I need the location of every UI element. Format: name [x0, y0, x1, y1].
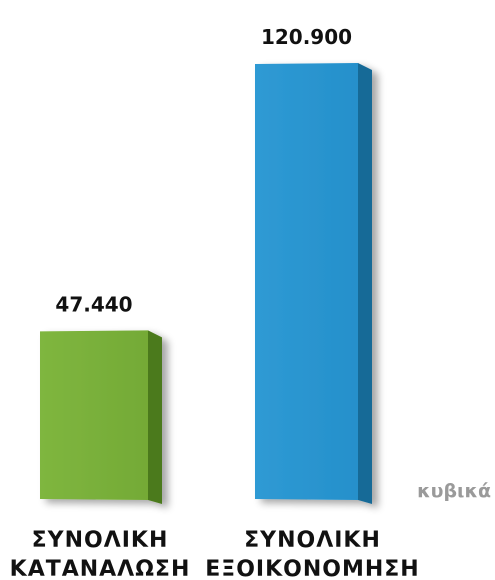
bar-side-face — [148, 330, 162, 504]
category-label-line: ΚΑΤΑΝΑΛΩΣΗ — [10, 557, 191, 580]
value-label-2: 120.900 — [261, 25, 352, 49]
bar-2 — [255, 63, 372, 504]
category-label-2: ΣΥΝΟΛΙΚΗ ΕΞΟΙΚΟΝΟΜΗΣΗ — [205, 528, 419, 580]
bar-front-face — [255, 63, 358, 500]
category-label-line: ΣΥΝΟΛΙΚΗ — [244, 528, 381, 553]
bar-side-face — [358, 63, 372, 504]
category-label-1: ΣΥΝΟΛΙΚΗ ΚΑΤΑΝΑΛΩΣΗ — [10, 528, 191, 580]
category-label-line: ΕΞΟΙΚΟΝΟΜΗΣΗ — [205, 557, 419, 580]
bar-front-face — [40, 330, 148, 500]
value-label-1: 47.440 — [55, 292, 132, 316]
category-label-line: ΣΥΝΟΛΙΚΗ — [32, 528, 169, 553]
bar-1 — [40, 330, 162, 504]
unit-label: κυβικά — [417, 480, 491, 502]
